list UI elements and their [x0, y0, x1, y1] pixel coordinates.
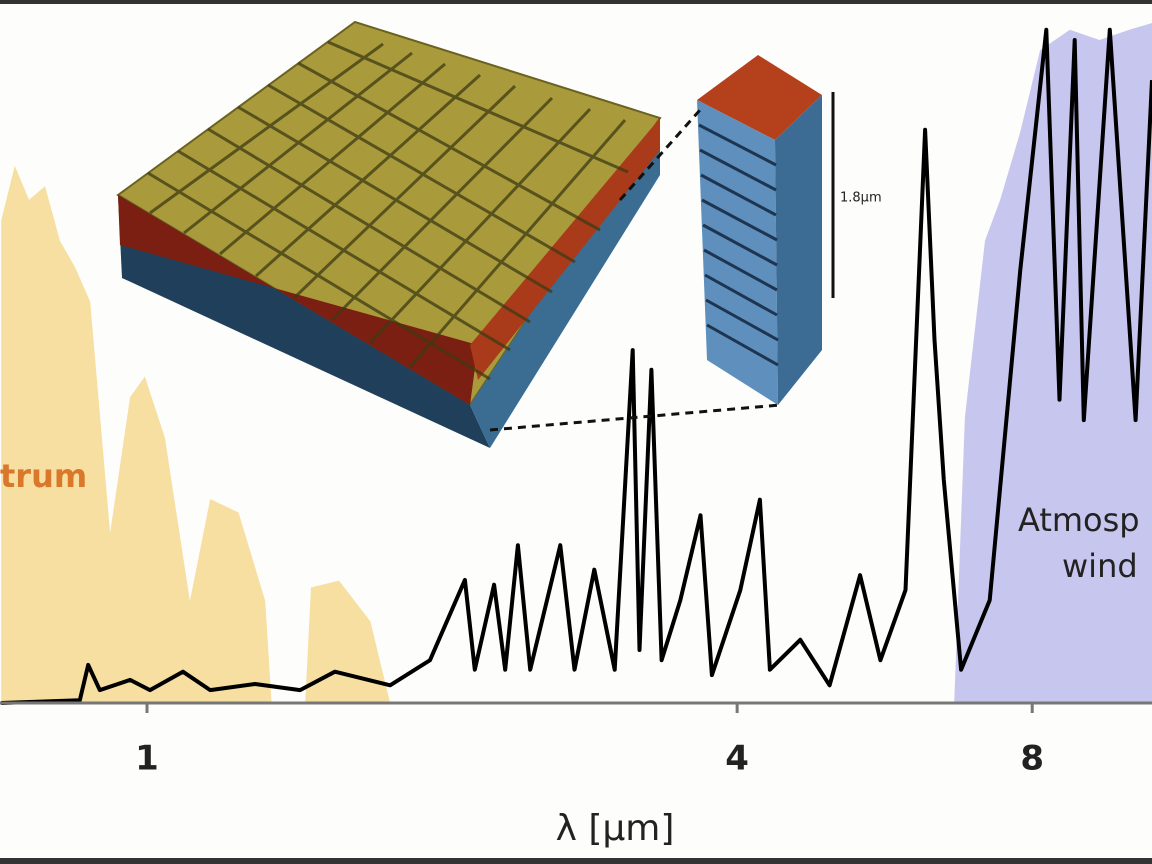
array-grid [147, 40, 629, 381]
top-border [0, 0, 1152, 4]
plot-area [1, 23, 1152, 705]
area [305, 580, 391, 703]
inset-illustration [116, 20, 835, 448]
area [954, 23, 1152, 703]
annotation: trum [0, 457, 87, 495]
x-tick-label: 8 [1020, 739, 1044, 779]
array-front-red [118, 195, 478, 405]
pillar-side [775, 95, 822, 405]
bottom-border [0, 858, 1152, 864]
annotation: 1.8μm [840, 191, 882, 206]
pillar-layers [698, 123, 779, 367]
zoom-line [489, 403, 781, 432]
x-tick-label: 4 [725, 739, 749, 779]
x-axis-label: λ [μm] [556, 808, 675, 849]
line [1, 27, 1152, 705]
pillar-top [697, 55, 822, 140]
annotation: Atmosp [1018, 501, 1140, 539]
annotation: wind [1062, 547, 1138, 585]
area [1, 165, 272, 704]
zoom-line [618, 109, 702, 201]
x-tick-label: 1 [135, 739, 159, 779]
